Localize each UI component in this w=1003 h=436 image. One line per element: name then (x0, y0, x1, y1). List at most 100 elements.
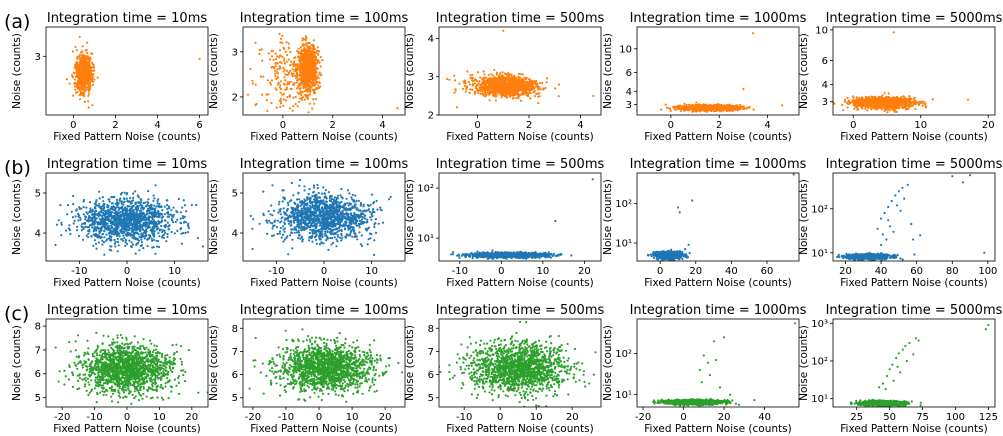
data-point (91, 76, 94, 79)
data-point (93, 69, 96, 72)
data-point (528, 88, 531, 91)
data-point (682, 105, 686, 108)
data-point (514, 81, 517, 84)
data-point (306, 72, 309, 76)
data-point (674, 108, 677, 111)
data-point (314, 56, 318, 59)
data-point (310, 55, 313, 58)
data-point (302, 96, 305, 99)
plot-frame (438, 26, 602, 116)
data-point (709, 104, 713, 107)
data-point (469, 76, 472, 79)
data-point (262, 75, 265, 78)
data-point (522, 91, 525, 94)
data-point (270, 55, 274, 58)
data-point (88, 68, 91, 71)
data-point (283, 59, 286, 62)
data-point (299, 83, 302, 87)
data-point (299, 68, 302, 71)
data-point (516, 92, 519, 96)
data-point (91, 52, 94, 55)
data-point (266, 79, 269, 82)
data-point (500, 79, 503, 82)
data-point (286, 53, 289, 57)
y-tick-label: 4 (428, 34, 434, 45)
data-point (297, 51, 300, 54)
data-point (279, 105, 282, 108)
y-axis-label: Noise (counts) (208, 33, 220, 109)
data-point (307, 84, 310, 88)
data-point (279, 41, 282, 44)
data-point (730, 106, 733, 109)
data-point (265, 99, 268, 102)
outlier-point (254, 41, 257, 44)
data-point (82, 92, 86, 95)
data-point (846, 106, 849, 109)
data-point (305, 68, 309, 71)
data-point (467, 81, 470, 84)
data-point (279, 60, 282, 64)
data-point (531, 82, 534, 85)
data-point (303, 98, 306, 101)
data-point (466, 70, 469, 73)
data-point (314, 70, 317, 73)
data-point (554, 87, 557, 90)
data-point (752, 108, 755, 111)
data-point (301, 37, 304, 40)
data-point (515, 88, 518, 91)
outlier-point (592, 94, 595, 97)
data-point (718, 105, 722, 108)
data-point (483, 73, 486, 76)
data-point (80, 76, 83, 79)
data-point (267, 93, 270, 96)
data-point (74, 85, 77, 88)
data-point (83, 90, 86, 93)
data-point (86, 69, 89, 72)
data-point (289, 87, 292, 90)
data-point (313, 82, 316, 85)
data-point (542, 88, 545, 91)
data-point (742, 105, 745, 108)
data-point (90, 66, 93, 69)
data-point (698, 106, 701, 109)
data-point (916, 101, 919, 104)
data-point (728, 103, 731, 106)
data-point (715, 105, 719, 109)
data-point (495, 73, 498, 76)
data-point (75, 91, 78, 94)
data-point (274, 69, 277, 72)
data-point (695, 101, 698, 104)
data-point (80, 93, 83, 96)
data-point (289, 69, 292, 73)
data-point (462, 80, 465, 83)
data-point (491, 77, 494, 80)
data-point (315, 86, 318, 89)
data-point (314, 74, 317, 77)
data-point (291, 109, 294, 112)
data-point (87, 56, 90, 59)
data-point (485, 76, 488, 79)
data-point (287, 42, 290, 45)
x-tick-label: 6 (196, 120, 202, 131)
data-point (79, 90, 82, 93)
data-point (294, 102, 297, 106)
data-point (285, 69, 289, 72)
data-point (492, 94, 495, 97)
data-point (541, 82, 544, 85)
data-point (312, 78, 315, 81)
data-point (468, 91, 471, 94)
data-point (296, 73, 299, 76)
data-point (310, 82, 313, 86)
data-point (503, 84, 506, 87)
data-point (523, 76, 526, 79)
data-point (482, 89, 485, 92)
data-point (301, 76, 304, 79)
data-point (88, 63, 91, 66)
data-point (279, 91, 282, 94)
data-point (81, 45, 84, 48)
data-point (272, 58, 275, 62)
data-point (474, 85, 477, 88)
data-point (313, 48, 317, 51)
y-axis-label: Noise (counts) (11, 33, 23, 109)
